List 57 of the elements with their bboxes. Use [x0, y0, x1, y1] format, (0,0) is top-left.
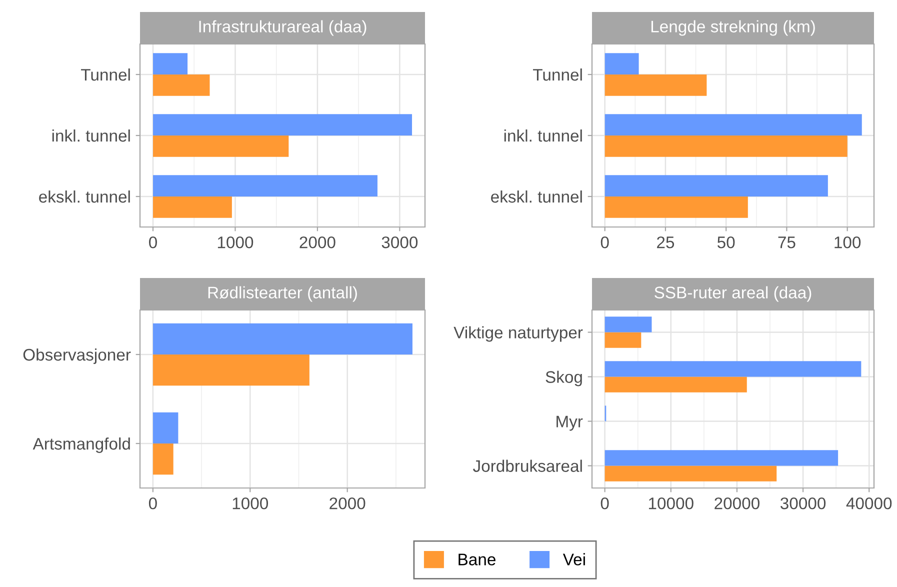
y-tick-label: Skog [546, 370, 582, 386]
bar [152, 412, 178, 444]
y-tick-label: Tunnel [81, 68, 130, 81]
x-tick-label: 100 [834, 236, 861, 248]
chart-title: Rødlistearter (antall) [208, 286, 357, 302]
x-tick-label: 25 [657, 236, 674, 248]
x-tick-label: 40000 [846, 497, 892, 510]
x-tick-label: 0 [148, 497, 157, 510]
x-tick-label: 20000 [714, 497, 760, 510]
x-tick-label: 1000 [232, 497, 268, 510]
y-tick-label: ekskl. tunnel [491, 190, 582, 203]
bar [604, 361, 862, 377]
x-tick-label: 1000 [218, 236, 254, 248]
x-tick-label: 2000 [330, 497, 366, 510]
x-tick-label: 75 [778, 236, 796, 248]
y-tick-label: Viktige naturtyper [454, 326, 583, 342]
legend-label: Bane [458, 554, 496, 566]
bar [604, 316, 652, 332]
y-tick-label: ekskl. tunnel [39, 190, 130, 203]
bar [604, 175, 828, 196]
bar [152, 53, 188, 74]
bar [604, 114, 862, 136]
y-tick-label: Jordbruksareal [473, 460, 582, 472]
bar [604, 136, 848, 157]
bar [152, 175, 378, 196]
chart-title: Lengde strekning (km) [651, 20, 815, 36]
legend-label: Vei [562, 553, 585, 566]
x-tick-label: 3000 [382, 236, 418, 248]
chart-title: Infrastrukturareal (daa) [199, 20, 366, 36]
y-tick-label: Artsmangfold [32, 437, 130, 453]
bar [152, 136, 289, 157]
bar [604, 450, 838, 466]
bar [152, 354, 310, 386]
bar [604, 376, 747, 392]
y-tick-label: inkl. tunnel [504, 129, 582, 142]
bar [604, 196, 748, 218]
bar [152, 444, 174, 475]
bar [152, 74, 210, 96]
bar [604, 74, 707, 96]
bar [604, 466, 777, 482]
x-tick-label: 30000 [780, 497, 826, 510]
bar [152, 196, 232, 218]
x-tick-label: 10000 [648, 497, 694, 510]
y-tick-label: inkl. tunnel [52, 129, 130, 142]
bar [604, 332, 642, 348]
y-tick-label: Observasjoner [23, 348, 131, 364]
y-tick-label: Tunnel [533, 68, 582, 81]
x-tick-label: 0 [600, 497, 609, 510]
y-tick-label: Myr [556, 416, 583, 431]
bar [152, 114, 412, 136]
x-tick-label: 50 [717, 236, 735, 248]
chart-title: SSB-ruter areal (daa) [654, 286, 812, 302]
x-tick-label: 0 [149, 236, 157, 248]
x-tick-label: 0 [600, 236, 609, 248]
x-tick-label: 2000 [300, 236, 336, 248]
bar [604, 53, 639, 74]
bar [152, 323, 412, 354]
